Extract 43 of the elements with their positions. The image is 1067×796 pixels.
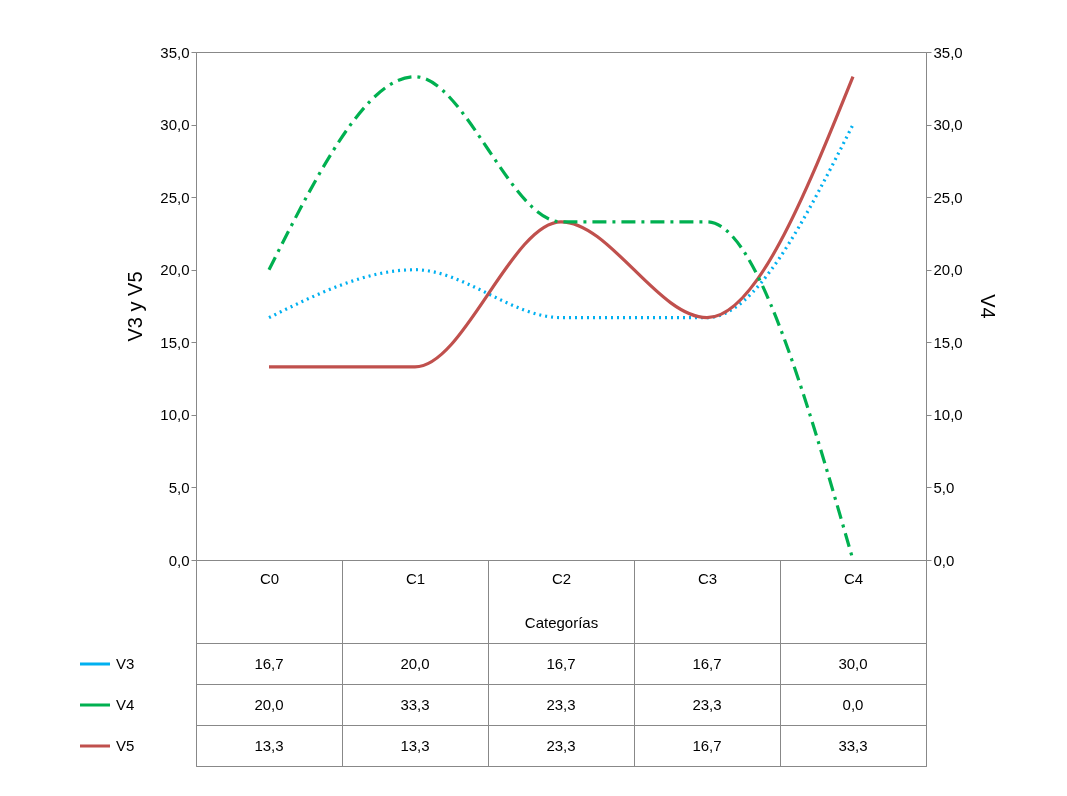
- data-label: 23,3: [546, 695, 576, 713]
- data-label: 13,3: [400, 736, 430, 754]
- y-tick-label: 35,0: [160, 43, 190, 61]
- y2-tick-label: 25,0: [933, 188, 963, 206]
- data-label: 23,3: [692, 695, 722, 713]
- y-tick-label: 5,0: [168, 478, 190, 496]
- data-label: 23,3: [546, 736, 576, 754]
- y2-tick-label: 15,0: [933, 333, 963, 351]
- data-label: 16,7: [692, 736, 722, 754]
- data-label: 16,7: [254, 654, 284, 672]
- y2-tick-label: 5,0: [933, 478, 955, 496]
- y-axis-title: V3 y V5: [124, 271, 147, 342]
- data-label: 20,0: [400, 654, 430, 672]
- x-tick-label: C3: [697, 569, 718, 587]
- y-tick-label: 15,0: [160, 333, 190, 351]
- data-label: 33,3: [838, 736, 868, 754]
- x-axis-title: Categorías: [524, 613, 599, 631]
- data-label: 0,0: [842, 695, 864, 713]
- y2-tick-label: 20,0: [933, 261, 963, 279]
- y-tick-label: 20,0: [160, 261, 190, 279]
- y2-tick-label: 0,0: [933, 551, 955, 569]
- y-tick-label: 30,0: [160, 116, 190, 134]
- y2-axis-title: V4: [976, 294, 999, 319]
- data-label: 20,0: [254, 695, 284, 713]
- x-tick-label: C1: [405, 569, 426, 587]
- data-label: 16,7: [692, 654, 722, 672]
- legend-label: V4: [116, 696, 135, 713]
- data-label: 33,3: [400, 695, 430, 713]
- data-label: 30,0: [838, 654, 868, 672]
- x-tick-label: C2: [551, 569, 572, 587]
- y2-tick-label: 10,0: [933, 406, 963, 424]
- x-tick-label: C4: [843, 569, 864, 587]
- x-tick-label: C0: [259, 569, 280, 587]
- y-tick-label: 0,0: [168, 551, 190, 569]
- y-tick-label: 25,0: [160, 188, 190, 206]
- y2-tick-label: 30,0: [933, 116, 963, 134]
- y2-tick-label: 35,0: [933, 43, 963, 61]
- y-tick-label: 10,0: [160, 406, 190, 424]
- line-series: [267, 75, 855, 369]
- legend-label: V5: [116, 737, 135, 754]
- data-label: 13,3: [254, 736, 284, 754]
- legend-label: V3: [116, 655, 135, 672]
- data-label: 16,7: [546, 654, 576, 672]
